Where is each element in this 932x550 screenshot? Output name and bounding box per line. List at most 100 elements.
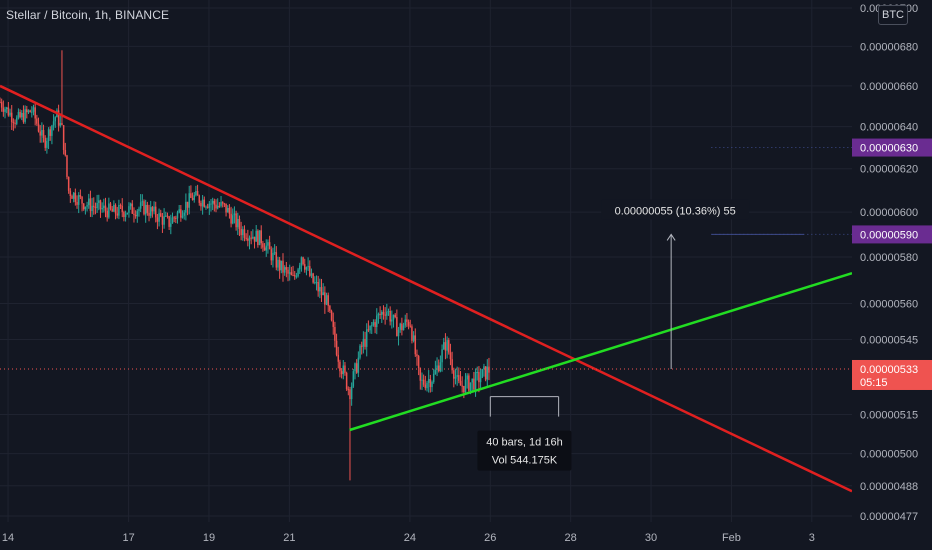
candle-body — [262, 243, 264, 248]
candle-body — [230, 213, 232, 224]
level-badge — [852, 225, 932, 244]
candle-body — [464, 379, 467, 393]
candle-body — [203, 199, 206, 207]
candle-body — [267, 242, 269, 246]
candle-body — [384, 314, 386, 316]
candle-body — [49, 129, 51, 136]
candle-body — [448, 340, 450, 353]
candle-body — [376, 315, 378, 328]
candle-body — [32, 107, 35, 112]
candle-body — [52, 121, 55, 126]
candle-body — [74, 192, 77, 202]
candle-body — [238, 218, 241, 229]
candle-body — [149, 207, 152, 216]
date-range-label-bg — [477, 430, 572, 471]
candle-body — [416, 354, 418, 357]
candle-body — [129, 203, 132, 207]
candle-body — [144, 204, 147, 215]
candle-body — [436, 365, 438, 371]
candle-body — [121, 205, 123, 213]
candle-body — [151, 207, 154, 212]
candle-body — [372, 322, 375, 326]
candle-body — [458, 375, 460, 381]
candle-body — [173, 217, 175, 219]
candle-body — [484, 366, 487, 380]
candle-body — [139, 202, 142, 209]
candle-body — [290, 272, 293, 276]
candle-body — [99, 200, 102, 210]
candle-body — [382, 311, 385, 315]
candle-body — [355, 363, 358, 373]
candle-body — [108, 203, 110, 218]
candle-body — [86, 205, 88, 207]
candle-body — [89, 198, 92, 212]
candle-body — [364, 338, 366, 347]
candle-body — [64, 149, 67, 156]
candle-body — [166, 215, 169, 217]
candle-body — [9, 112, 11, 116]
candle-body — [14, 122, 16, 124]
candle-body — [148, 212, 150, 216]
y-tick-label: 0.00000515 — [860, 409, 918, 421]
candle-body — [347, 389, 350, 391]
candle-body — [240, 228, 242, 236]
candle-body — [76, 201, 78, 205]
candle-body — [215, 204, 217, 209]
candle-body — [171, 217, 174, 224]
resistance-trendline[interactable] — [0, 84, 853, 493]
candle-body — [41, 130, 43, 136]
candle-body — [411, 326, 413, 341]
candle-body — [165, 215, 167, 217]
candle-body — [54, 117, 57, 122]
candle-body — [10, 112, 13, 122]
x-tick-label: 19 — [203, 532, 215, 544]
candle-body — [46, 141, 48, 148]
candle-body — [324, 292, 326, 305]
candle-body — [478, 371, 480, 383]
candle-body — [232, 215, 234, 224]
candle-body — [66, 155, 68, 177]
candle-body — [225, 203, 227, 213]
candle-body — [248, 237, 251, 241]
candle-body — [220, 202, 222, 206]
candle-body — [250, 237, 252, 239]
candle-body — [298, 265, 301, 270]
candle-body — [260, 230, 262, 244]
candle-body — [419, 368, 422, 381]
candle-body — [432, 373, 435, 382]
candle-body — [397, 329, 400, 337]
candle-body — [168, 216, 170, 227]
candle-body — [242, 229, 244, 236]
candle-body — [205, 206, 207, 208]
candle-body — [88, 198, 90, 206]
candle-body — [59, 122, 62, 126]
candle-body — [339, 361, 341, 372]
candle-body — [422, 379, 425, 385]
support-trendline[interactable] — [349, 271, 853, 432]
candle-body — [94, 206, 97, 209]
candle-body — [325, 295, 328, 305]
candle-body — [138, 208, 140, 212]
candle-body — [34, 107, 36, 119]
candle-body — [342, 365, 345, 375]
candle-body — [191, 197, 194, 201]
candle-body — [282, 260, 284, 273]
candle-body — [186, 201, 189, 208]
candle-body — [431, 381, 433, 388]
candle-body — [98, 200, 100, 203]
candle-body — [359, 345, 361, 358]
x-tick-label: 24 — [404, 532, 416, 544]
time-scale — [0, 522, 932, 550]
candle-body — [158, 213, 160, 222]
currency-badge[interactable]: BTC — [878, 5, 908, 25]
candle-body — [2, 107, 5, 112]
candle-body — [221, 202, 224, 204]
candle-body — [283, 267, 286, 273]
candle-body — [302, 257, 304, 265]
candle-body — [441, 349, 443, 363]
candle-body — [305, 267, 308, 270]
candle-body — [210, 203, 212, 205]
candle-body — [62, 125, 65, 150]
candle-body — [235, 213, 237, 228]
